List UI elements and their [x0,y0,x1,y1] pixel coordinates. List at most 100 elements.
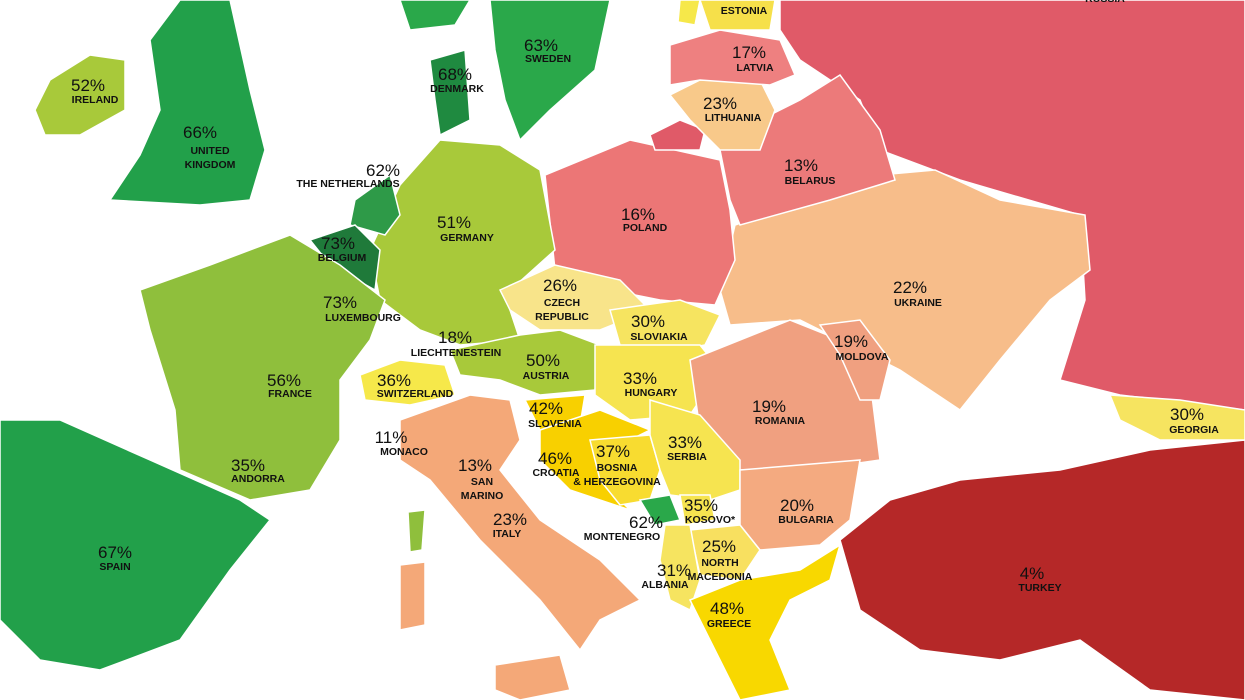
country-name: SWITZERLAND [377,388,454,400]
country-name: RUSSIA [1085,0,1125,5]
country-percent: 67% [98,543,132,562]
country-name: LIECHTENESTEIN [411,347,501,359]
country-percent: 51% [437,213,471,232]
country-percent: 35% [684,496,718,515]
shape-germany [369,139,556,346]
country-percent: 36% [377,371,411,390]
shape-latvia [669,29,796,86]
country-percent: 46% [538,449,572,468]
shape-ireland [34,54,126,136]
country-percent: 23% [703,94,737,113]
shape-belarus [719,73,896,226]
shape-denmark [429,49,471,137]
country-name: TURKEY [1018,582,1061,594]
country-name: SLOVENIA [528,418,582,430]
country-name: BELARUS [785,175,836,187]
country-name: BOSNIA [597,462,638,474]
country-name: UKRAINE [894,297,942,309]
country-name: MONTENEGRO [584,531,660,543]
country-percent: 50% [526,351,560,370]
shape-sicily [494,654,571,700]
country-percent: 52% [71,76,105,95]
country-name: ESTONIA [721,5,768,17]
country-percent: 13% [458,456,492,475]
shape-kosovo [679,494,716,526]
country-percent: 18% [438,328,472,347]
country-percent: 35% [231,456,265,475]
country-percent: 16% [621,205,655,224]
country-name: ANDORRA [231,473,285,485]
country-percent: 11% [375,428,408,447]
shape-iberia [0,419,272,671]
country-name: REPUBLIC [535,311,589,323]
country-percent: 73% [321,234,355,253]
shape-sweden [489,0,611,142]
shape-corsica [407,509,426,553]
country-name: DENMARK [430,83,484,95]
country-name: SAN [471,476,493,488]
country-percent: 33% [668,433,702,452]
country-percent: 62% [366,161,400,180]
country-name: NORTH [701,557,738,569]
shape-finland [677,0,701,26]
country-percent: 25% [702,537,736,556]
shape-turkey [839,439,1245,700]
country-name: ROMANIA [755,415,806,427]
country-percent: 48% [710,599,744,618]
country-labels: 52%IRELAND66%UNITEDKINGDOM68%DENMARK63%S… [71,0,1219,630]
shape-italy [399,394,642,652]
country-percent: 13% [784,156,818,175]
country-percent: 37% [596,442,630,461]
country-name: UNITED [190,145,230,157]
country-name: GEORGIA [1169,424,1219,436]
country-name: FRANCE [268,388,312,400]
country-percent: 33% [623,369,657,388]
country-percent: 30% [631,312,665,331]
country-percent: 30% [1170,405,1204,424]
shape-montenegro [638,494,682,526]
country-name: SWEDEN [525,53,571,65]
country-name: GREECE [707,618,751,630]
country-percent: 17% [732,43,766,62]
country-name: & HERZEGOVINA [573,476,661,488]
country-name: BULGARIA [778,514,834,526]
shape-switzerland [359,359,456,406]
country-name: MARINO [461,490,504,502]
shape-france [139,234,386,501]
country-name: AUSTRIA [523,370,570,382]
country-percent: 4% [1020,564,1045,583]
country-name: LITHUANIA [705,112,762,124]
country-percent: 42% [529,399,563,418]
country-percent: 66% [183,123,217,142]
country-name: POLAND [623,222,668,234]
country-percent: 63% [524,36,558,55]
shape-estonia [699,0,776,31]
country-name: ALBANIA [641,579,689,591]
shape-ukraine [719,169,1091,412]
shape-greece [688,543,842,700]
shape-netherlands [349,173,401,236]
country-name: THE NETHERLANDS [296,178,399,190]
country-name: ITALY [493,528,522,540]
country-percent: 22% [893,278,927,297]
country-name: SLOVIAKIA [630,331,688,343]
country-percent: 62% [629,513,663,532]
country-name: KINGDOM [185,159,236,171]
country-name: MONACO [380,446,428,458]
shape-sardinia [399,561,426,631]
country-percent: 20% [780,496,814,515]
country-name: CROATIA [532,467,579,479]
country-name: SERBIA [667,451,707,463]
country-name: KOSOVO* [685,514,736,526]
country-name: SPAIN [99,561,130,573]
shape-kaliningrad [649,119,706,151]
country-name: LUXEMBOURG [325,312,401,324]
country-name: CZECH [544,297,580,309]
country-percent: 19% [752,397,786,416]
country-name: MOLDOVA [836,351,889,363]
country-percent: 68% [438,65,472,84]
shape-albania [659,524,701,612]
country-name: IRELAND [72,94,119,106]
